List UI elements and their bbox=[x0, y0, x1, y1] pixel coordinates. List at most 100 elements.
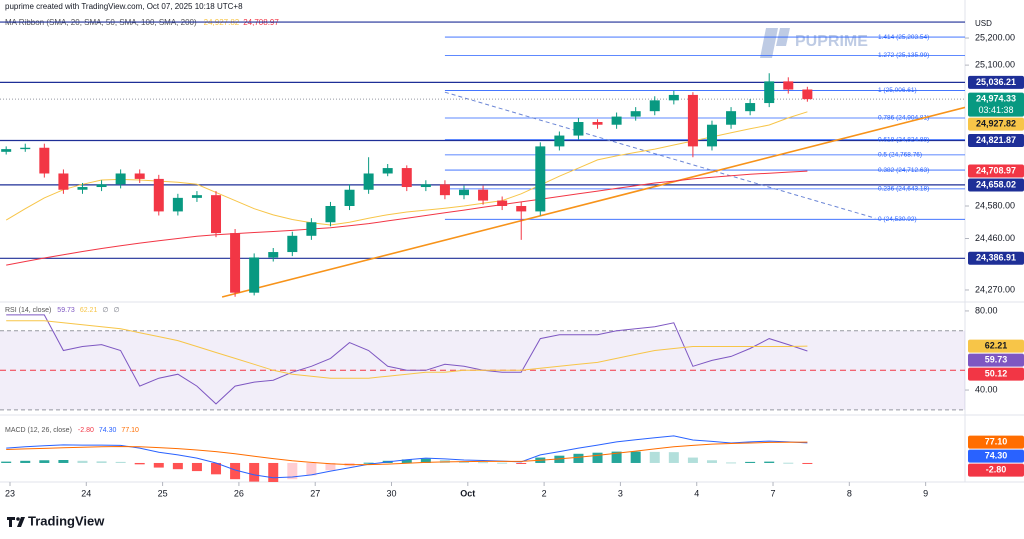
price-tag bbox=[968, 75, 1024, 89]
legend-value: ∅ bbox=[102, 307, 108, 314]
histogram-bar bbox=[745, 461, 756, 463]
indicator-line bbox=[6, 441, 808, 466]
histogram-bar bbox=[611, 451, 622, 463]
candle-body bbox=[344, 189, 355, 206]
histogram-bar bbox=[172, 462, 183, 470]
histogram-bar bbox=[211, 462, 222, 475]
y-tick-label: 24,580.00 bbox=[975, 200, 1015, 210]
fib-label: 0.382 (24,712.63) bbox=[878, 167, 929, 174]
candle-body bbox=[802, 89, 813, 100]
pane-title: RSI (14, close) bbox=[5, 307, 51, 314]
histogram-bar bbox=[687, 457, 698, 463]
x-tick-label: 8 bbox=[847, 488, 852, 498]
candle-body bbox=[58, 173, 69, 190]
price-pane: 1.414 (25,203.54) 1.272 (25,135.99) 1 (25,… bbox=[0, 21, 965, 298]
logo-shape bbox=[16, 517, 20, 521]
price-tag bbox=[968, 164, 1024, 178]
histogram-bar bbox=[478, 462, 489, 464]
candle-body bbox=[96, 184, 107, 188]
indicator-line bbox=[6, 435, 808, 479]
price-tag bbox=[968, 178, 1024, 192]
candle-body bbox=[211, 195, 222, 234]
candle-body bbox=[535, 146, 546, 212]
candle-body bbox=[554, 135, 565, 147]
candle-body bbox=[497, 200, 508, 206]
price-tag bbox=[968, 92, 1024, 117]
price-tag-label: 50.12 bbox=[985, 368, 1008, 378]
price-tag-label: -2.80 bbox=[986, 465, 1007, 475]
indicator-line bbox=[6, 320, 808, 379]
histogram-bar bbox=[516, 462, 527, 464]
histogram-bar bbox=[420, 458, 431, 463]
fib-label: 1 (25,006.61) bbox=[878, 87, 917, 94]
price-tag bbox=[968, 449, 1024, 463]
y-tick-label: 40.00 bbox=[975, 384, 998, 394]
fib-label: 1.272 (25,135.99) bbox=[878, 52, 929, 59]
candle-body bbox=[1, 149, 12, 152]
watermark-text: PUPRIME bbox=[795, 33, 868, 50]
price-tag bbox=[968, 117, 1024, 131]
price-tag-label: 24,974.33 bbox=[976, 94, 1016, 104]
x-tick-label: 2 bbox=[542, 488, 547, 498]
histogram-bar bbox=[287, 462, 298, 480]
histogram-bar bbox=[39, 460, 50, 463]
histogram-bar bbox=[306, 462, 317, 476]
candle-body bbox=[420, 184, 431, 188]
price-tag bbox=[968, 339, 1024, 353]
histogram-bar bbox=[20, 460, 31, 463]
legend-value: 62.21 bbox=[80, 307, 98, 314]
logo-shape bbox=[7, 517, 15, 527]
countdown: 03:41:38 bbox=[978, 105, 1013, 115]
moving-average bbox=[6, 170, 808, 266]
watermark-logo bbox=[760, 28, 778, 58]
y-tick-label: 24,460.00 bbox=[975, 233, 1015, 243]
x-tick-label: 7 bbox=[771, 488, 776, 498]
candle-body bbox=[249, 257, 260, 293]
candle-body bbox=[230, 233, 241, 293]
histogram-bar bbox=[592, 452, 603, 463]
x-tick-label: 30 bbox=[387, 488, 397, 498]
fib-label: 0.5 (24,768.76) bbox=[878, 152, 922, 159]
price-tag bbox=[968, 367, 1024, 381]
candle-body bbox=[153, 178, 164, 212]
candle-body bbox=[401, 168, 412, 188]
histogram-bar bbox=[268, 462, 279, 482]
histogram-bar bbox=[497, 462, 508, 464]
x-tick-label: 24 bbox=[81, 488, 91, 498]
legend-value: ∅ bbox=[113, 307, 119, 314]
legend-value: 74.30 bbox=[99, 427, 117, 434]
y-tick-label: 24,270.00 bbox=[975, 284, 1015, 294]
price-tag-label: 62.21 bbox=[985, 340, 1008, 350]
currency: USD bbox=[975, 19, 992, 28]
legend-value: 77.10 bbox=[121, 427, 139, 434]
price-tag bbox=[968, 133, 1024, 147]
candle-body bbox=[39, 147, 50, 174]
candle-body bbox=[287, 235, 298, 253]
indicator-pane bbox=[1, 435, 813, 482]
candle-body bbox=[783, 81, 794, 90]
indicator-line bbox=[6, 314, 808, 405]
x-tick-label: 27 bbox=[310, 488, 320, 498]
histogram-bar bbox=[783, 462, 794, 464]
histogram-bar bbox=[573, 453, 584, 463]
histogram-bar bbox=[58, 460, 69, 463]
histogram-bar bbox=[1, 461, 12, 463]
candle-body bbox=[764, 81, 775, 104]
histogram-bar bbox=[764, 461, 775, 463]
histogram-bar bbox=[363, 462, 374, 464]
histogram-bar bbox=[726, 462, 737, 464]
histogram-bar bbox=[249, 462, 260, 482]
price-tag-label: 24,658.02 bbox=[976, 179, 1016, 189]
histogram-bar bbox=[153, 462, 164, 468]
histogram-bar bbox=[649, 451, 660, 463]
candle-body bbox=[191, 195, 202, 198]
y-tick-label: 80.00 bbox=[975, 305, 998, 315]
fib-label: 0.236 (24,643.18) bbox=[878, 186, 929, 193]
candle-body bbox=[726, 111, 737, 125]
candle-body bbox=[20, 147, 31, 150]
x-tick-label: 26 bbox=[234, 488, 244, 498]
fib-label: 0.618 (24,824.88) bbox=[878, 136, 929, 143]
candle-body bbox=[172, 197, 183, 212]
